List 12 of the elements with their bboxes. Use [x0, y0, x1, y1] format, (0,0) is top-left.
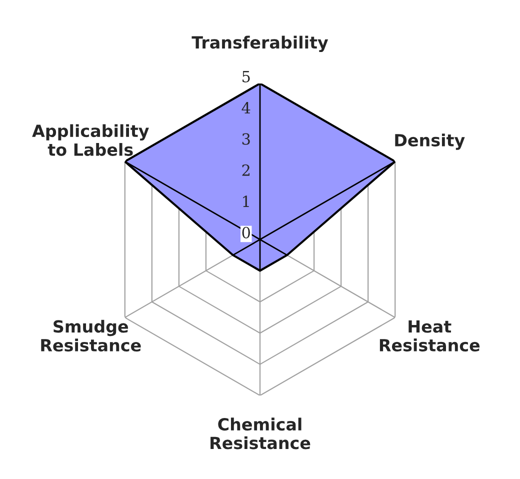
- y-tick-label: 2: [242, 164, 250, 176]
- y-tick-label: 1: [243, 196, 249, 207]
- spoke-label: Chemical Resistance: [210, 418, 310, 450]
- spoke-label: Transferability: [192, 36, 328, 52]
- y-tick-label: 4: [242, 102, 250, 114]
- spoke-label: Density: [395, 134, 465, 150]
- spoke-label: Smudge Resistance: [41, 320, 141, 352]
- y-tick-label: 0: [242, 226, 250, 238]
- spoke-label: Heat Resistance: [380, 320, 480, 352]
- y-tick-label: 3: [242, 133, 250, 145]
- y-tick-label: 5: [242, 71, 250, 82]
- spoke-label: Applicability to Labels: [32, 124, 149, 156]
